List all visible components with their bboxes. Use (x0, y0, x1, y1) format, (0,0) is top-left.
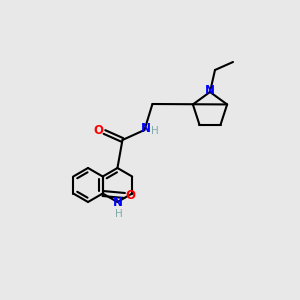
Text: O: O (126, 189, 136, 202)
Text: N: N (205, 85, 215, 98)
Text: H: H (115, 209, 122, 219)
Text: H: H (151, 126, 158, 136)
Text: N: N (140, 122, 150, 134)
Text: N: N (112, 196, 122, 208)
Text: O: O (93, 124, 103, 137)
